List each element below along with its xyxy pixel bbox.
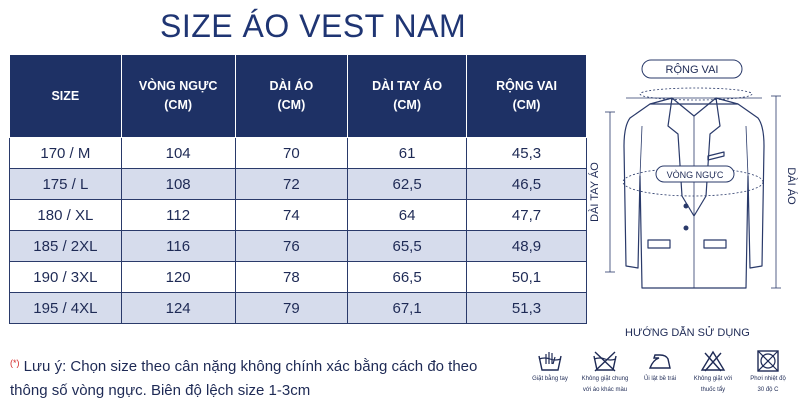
cell-size: 195 / 4XL <box>9 292 122 324</box>
cell-shoulder: 47,7 <box>466 199 587 231</box>
chest-label: VÒNG NGỰC <box>667 170 724 180</box>
pocket-right <box>703 239 727 249</box>
cell-chest: 124 <box>120 292 236 324</box>
cell-length: 76 <box>234 230 349 262</box>
cell-shoulder: 48,9 <box>466 230 587 262</box>
hand-wash-icon <box>538 352 562 371</box>
header-length: DÀI ÁO (CM) <box>234 54 349 138</box>
cell-size: 190 / 3XL <box>9 261 122 293</box>
size-note: (*) Lưu ý: Chọn size theo cân nặng không… <box>10 355 477 403</box>
note-line-1: Lưu ý: Chọn size theo cân nặng không chí… <box>23 358 478 375</box>
cell-shoulder: 50,1 <box>466 261 587 293</box>
cell-chest: 112 <box>120 199 236 231</box>
table-row: 180 / XL 112 74 64 47,7 <box>9 199 587 231</box>
cell-chest: 104 <box>120 137 236 169</box>
length-label: DÀI ÁO <box>785 167 798 205</box>
care-item-dry: Phơi nhiệt độ 30 độ C <box>738 350 798 394</box>
care-item-hand-wash: Giặt bằng tay <box>520 350 580 386</box>
button-icon <box>683 225 689 231</box>
cell-size: 185 / 2XL <box>9 230 122 262</box>
table-row: 185 / 2XL 116 76 65,5 48,9 <box>9 230 587 262</box>
header-sleeve: DÀI TAY ÁO (CM) <box>347 54 468 138</box>
care-guide-title: HƯỚNG DẪN SỬ DỤNG <box>625 327 750 339</box>
cell-chest: 120 <box>120 261 236 293</box>
no-bleach-icon <box>700 350 726 372</box>
cell-length: 72 <box>234 168 349 200</box>
cell-sleeve: 64 <box>347 199 468 231</box>
jacket-outline <box>623 103 765 289</box>
care-item-iron: Ủi lật bề trái <box>630 350 690 386</box>
pocket-left <box>647 239 671 249</box>
table-row: 195 / 4XL 124 79 67,1 51,3 <box>9 292 587 324</box>
header-shoulder: RỘNG VAI (CM) <box>466 54 587 138</box>
breast-pocket <box>707 151 725 161</box>
table-row: 170 / M 104 70 61 45,3 <box>9 137 587 169</box>
cell-length: 79 <box>234 292 349 324</box>
jacket-collar <box>649 97 739 117</box>
shoulder-label: RỘNG VAI <box>666 63 719 76</box>
iron-low-icon <box>648 354 671 369</box>
jacket-lapel-right <box>693 97 721 217</box>
header-chest: VÒNG NGỰC (CM) <box>120 54 236 138</box>
table-header-row: SIZE VÒNG NGỰC (CM) DÀI ÁO (CM) DÀI TAY … <box>9 54 587 138</box>
table-row: 175 / L 108 72 62,5 46,5 <box>9 168 587 200</box>
note-marker: (*) <box>10 358 20 368</box>
cell-sleeve: 61 <box>347 137 468 169</box>
note-line-2: thông số vòng ngực. Biên độ lệch size 1-… <box>10 382 311 399</box>
cell-length: 74 <box>234 199 349 231</box>
cell-sleeve: 62,5 <box>347 168 468 200</box>
cell-length: 70 <box>234 137 349 169</box>
button-icon <box>683 203 689 209</box>
cell-size: 175 / L <box>9 168 122 200</box>
cell-shoulder: 46,5 <box>466 168 587 200</box>
cell-shoulder: 51,3 <box>466 292 587 324</box>
size-table: SIZE VÒNG NGỰC (CM) DÀI ÁO (CM) DÀI TAY … <box>9 54 587 324</box>
cell-size: 170 / M <box>9 137 122 169</box>
cell-shoulder: 45,3 <box>466 137 587 169</box>
cell-length: 78 <box>234 261 349 293</box>
cell-sleeve: 67,1 <box>347 292 468 324</box>
no-wash-with-others-icon <box>593 351 617 372</box>
care-item-no-mix: Không giặt chung với áo khác màu <box>575 350 635 394</box>
care-item-no-bleach: Không giặt với thuốc tẩy <box>683 350 743 394</box>
sleeve-label: DÀI TAY ÁO <box>588 162 601 222</box>
cell-sleeve: 66,5 <box>347 261 468 293</box>
jacket-lapel-left <box>667 97 695 217</box>
page-title: SIZE ÁO VEST NAM <box>160 8 467 44</box>
cell-chest: 108 <box>120 168 236 200</box>
cell-sleeve: 65,5 <box>347 230 468 262</box>
table-row: 190 / 3XL 120 78 66,5 50,1 <box>9 261 587 293</box>
cell-size: 180 / XL <box>9 199 122 231</box>
dry-shade-icon <box>757 350 779 372</box>
jacket-diagram: RỘNG VAI VÒNG NGỰC DÀI TAY ÁO DÀI ÁO <box>588 59 798 289</box>
cell-chest: 116 <box>120 230 236 262</box>
header-size: SIZE <box>9 54 122 138</box>
